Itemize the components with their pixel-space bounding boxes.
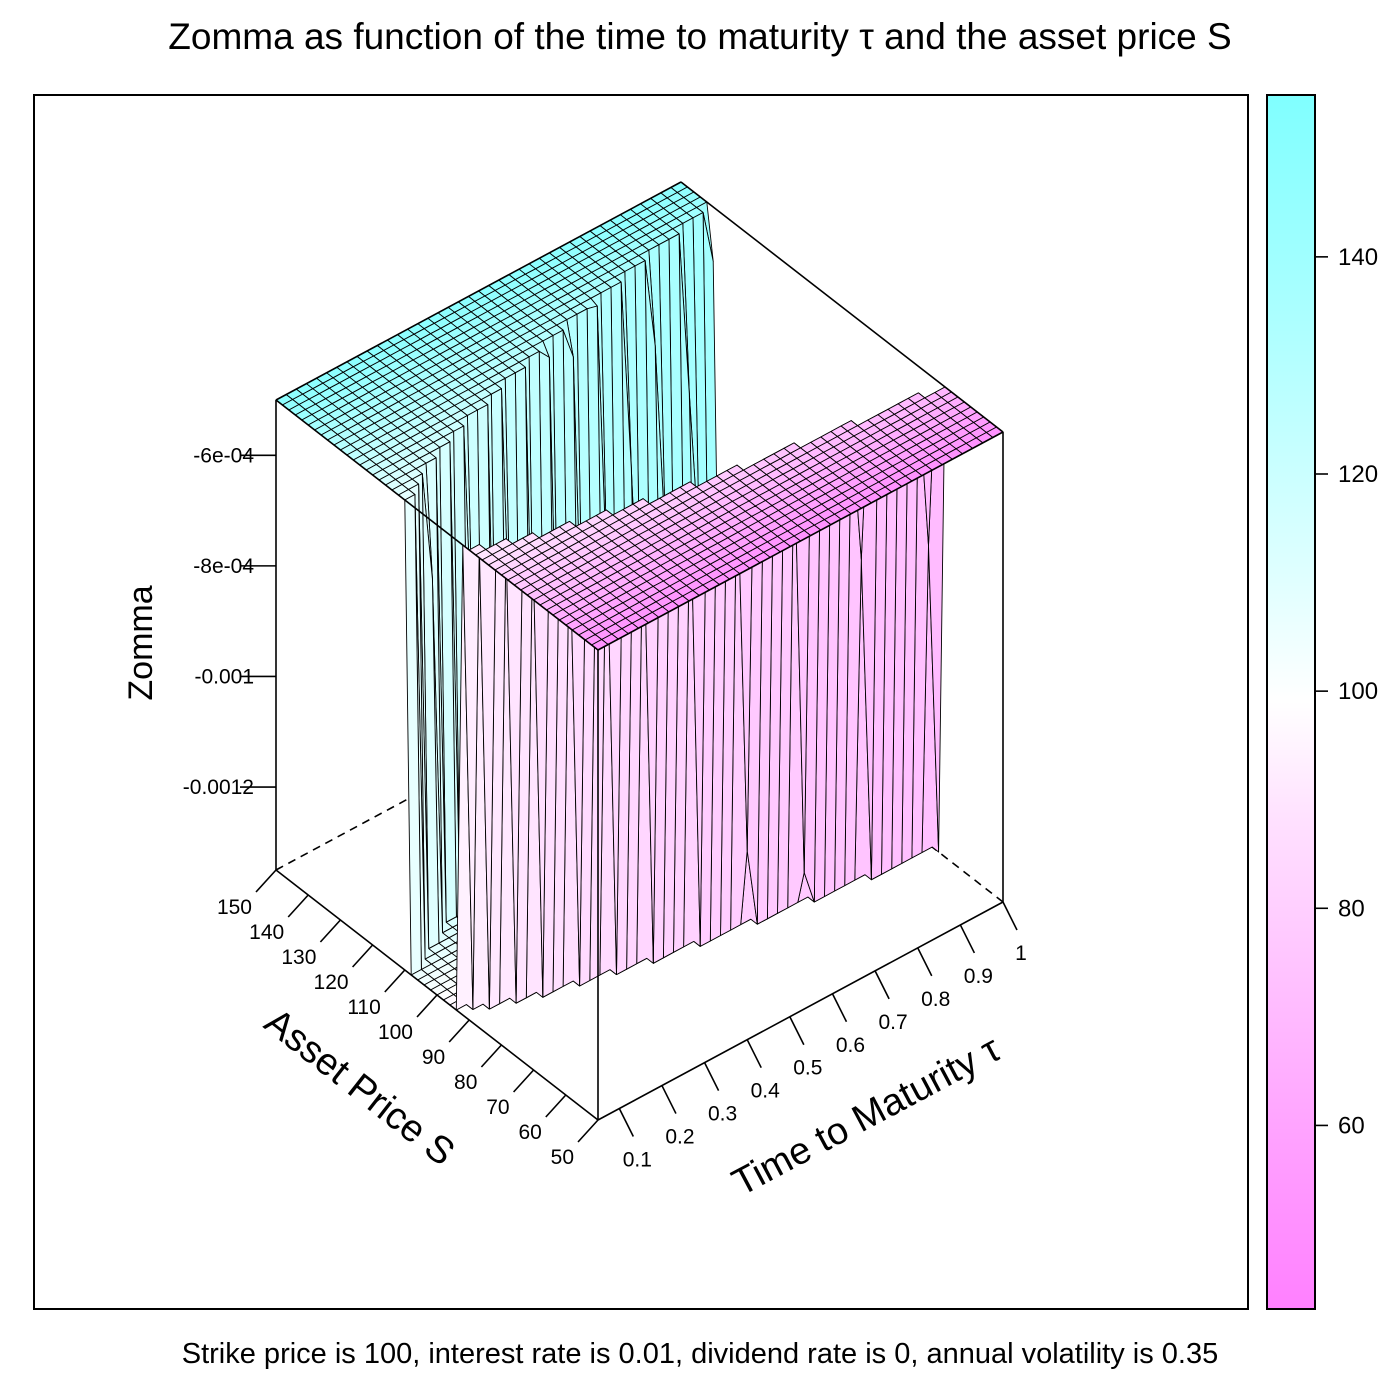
x-tick-mark [1002, 901, 1018, 931]
y-tick-mark [352, 944, 374, 968]
x-tick-label: 0.6 [836, 1034, 865, 1057]
color-key-tick-label: 100 [1338, 678, 1378, 705]
color-key-tick-label: 140 [1338, 244, 1378, 271]
box-edge-top-back-right [680, 181, 1004, 433]
y-tick-label: 150 [217, 896, 252, 919]
y-tick-label: 100 [378, 1021, 413, 1044]
y-tick-label: 120 [314, 971, 349, 994]
x-tick-label: 0.9 [964, 965, 993, 988]
box-edge-top-back-left [275, 181, 682, 401]
z-tick-label: -0.0012 [183, 776, 254, 799]
z-tick-label: -8e-04 [193, 555, 254, 578]
x-tick-mark [959, 924, 976, 954]
box-edge-top-front-right [597, 431, 1004, 651]
color-key-tick-label: 60 [1338, 1112, 1365, 1139]
x-tick-label: 0.8 [921, 988, 950, 1011]
y-tick-mark [287, 894, 309, 918]
x-tick-mark [618, 1108, 635, 1137]
plot-panel [33, 94, 1249, 1310]
x-tick-label: 0.4 [751, 1080, 781, 1103]
y-tick-mark [577, 1119, 599, 1143]
y-tick-label: 110 [347, 996, 380, 1019]
y-tick-label: 70 [486, 1096, 509, 1119]
y-tick-label: 130 [281, 946, 316, 969]
y-tick-label: 140 [249, 921, 284, 944]
z-tick-label: -0.001 [194, 665, 254, 688]
y-axis-title: Asset Price S [257, 1001, 463, 1175]
x-tick-label: 0.1 [623, 1149, 652, 1172]
x-tick-label: 0.2 [665, 1126, 694, 1149]
y-tick-label: 90 [422, 1046, 445, 1069]
color-key-tick-label: 80 [1338, 895, 1365, 922]
color-key [1266, 94, 1316, 1310]
x-tick-label: 1 [1015, 942, 1027, 965]
y-tick-mark [545, 1094, 567, 1118]
y-tick-label: 80 [454, 1071, 477, 1094]
x-tick-mark [874, 970, 890, 1000]
color-key-tick-label: 120 [1338, 461, 1378, 488]
zomma-surface [275, 181, 1004, 1011]
y-tick-mark [416, 994, 438, 1018]
y-tick-mark [384, 969, 406, 993]
box-edge-front-bottom-right [597, 901, 1004, 1121]
x-tick-label: 0.5 [793, 1057, 822, 1080]
x-axis-title: Time to Maturity τ [726, 1028, 1008, 1204]
y-tick-mark [319, 919, 341, 943]
x-tick-mark [661, 1085, 677, 1114]
x-tick-label: 0.7 [879, 1011, 908, 1034]
chart-caption: Strike price is 100, interest rate is 0.… [181, 1338, 1219, 1370]
y-tick-mark [480, 1044, 502, 1068]
y-tick-label: 50 [551, 1146, 574, 1169]
z-tick-label: -6e-04 [193, 444, 254, 467]
x-tick-mark [703, 1062, 720, 1091]
x-tick-mark [831, 993, 848, 1023]
z-axis-title: Zomma [122, 585, 160, 700]
color-key-ticks: 60 80 100 120 140 [1316, 244, 1378, 1139]
chart-title: Zomma as function of the time to maturit… [168, 16, 1232, 57]
y-tick-mark [255, 869, 277, 893]
y-tick-mark [513, 1069, 535, 1093]
box-edge-top-front-left [275, 399, 599, 651]
x-tick-label: 0.3 [708, 1103, 737, 1126]
y-tick-label: 60 [518, 1121, 541, 1144]
x-tick-mark [789, 1016, 805, 1046]
x-tick-mark [746, 1039, 762, 1069]
y-tick-mark [448, 1019, 470, 1043]
x-tick-mark [917, 947, 933, 977]
